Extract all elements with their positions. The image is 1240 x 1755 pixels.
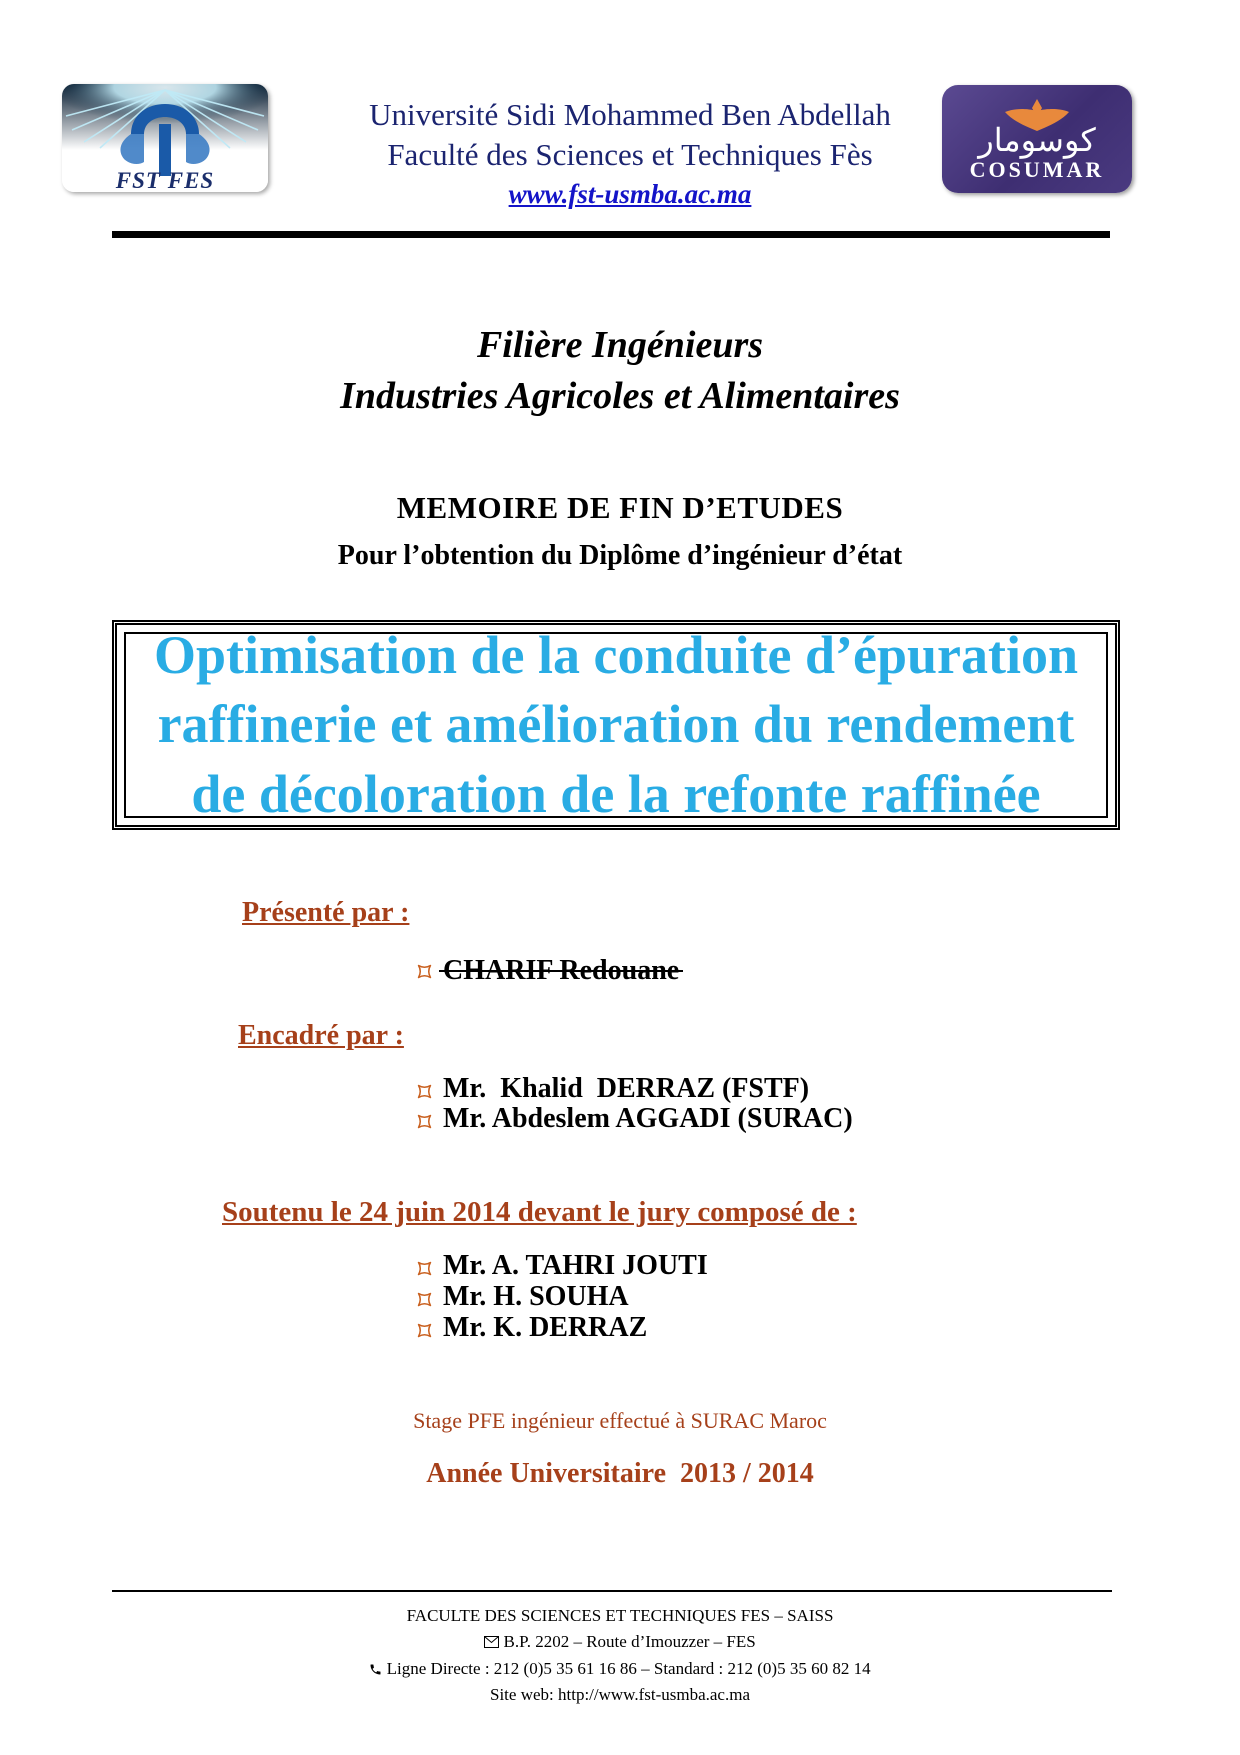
svg-text:كوسومار: كوسومار bbox=[976, 122, 1096, 159]
svg-text:COSUMAR: COSUMAR bbox=[970, 157, 1105, 182]
svg-text:FST FES: FST FES bbox=[115, 168, 214, 192]
